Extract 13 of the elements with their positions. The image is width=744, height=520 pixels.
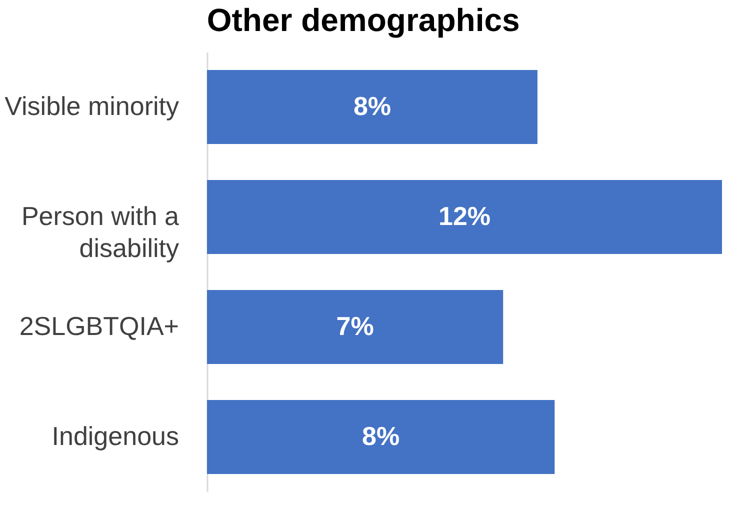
bar <box>207 70 538 144</box>
bar <box>207 290 504 364</box>
data-label: 12% <box>438 201 491 231</box>
y-tick-label: Person with a disability <box>21 201 180 263</box>
y-tick-label: Indigenous <box>52 421 179 451</box>
bar <box>207 180 722 254</box>
chart-title: Other demographics <box>206 2 520 38</box>
y-tick-label: 2SLGBTQIA+ <box>19 311 179 341</box>
data-label: 8% <box>353 91 392 121</box>
data-label: 8% <box>362 421 400 451</box>
data-label: 7% <box>336 311 374 341</box>
y-tick-label: Visible minority <box>4 91 179 121</box>
bar <box>207 400 555 474</box>
